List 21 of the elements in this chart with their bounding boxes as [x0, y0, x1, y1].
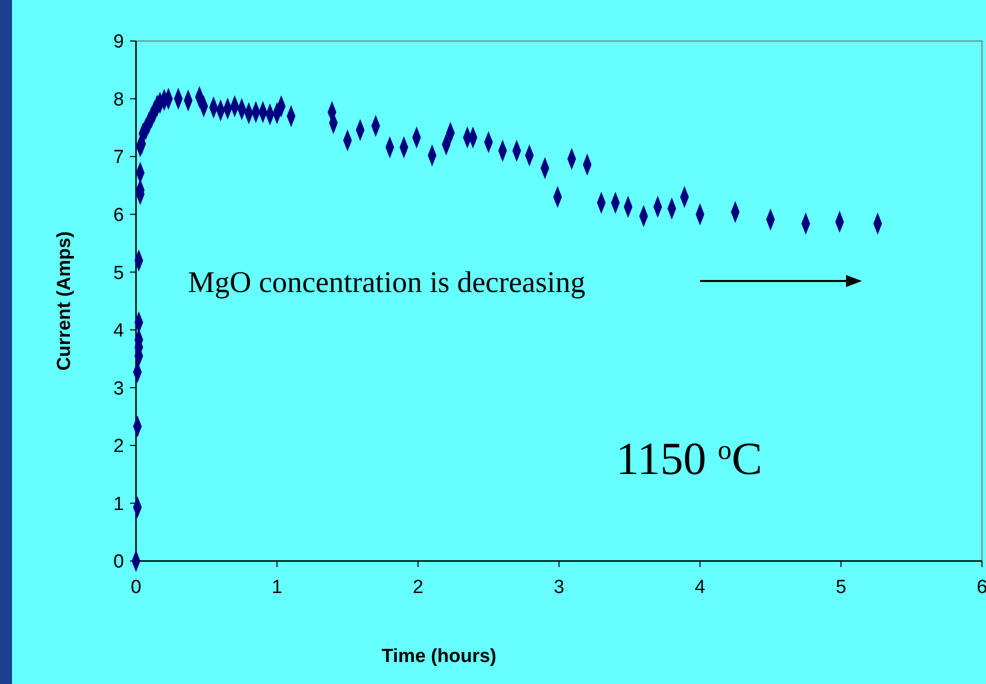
x-tick-label: 0: [130, 577, 142, 598]
y-tick-label: 4: [113, 320, 124, 342]
x-tick-label: 1: [272, 577, 282, 598]
x-axis-title: Time (hours): [382, 646, 496, 667]
x-tick-label: 5: [836, 577, 846, 598]
y-tick-label: 9: [113, 32, 124, 53]
y-tick-label: 0: [113, 552, 124, 573]
y-tick-label: 7: [113, 147, 124, 168]
x-tick-label: 2: [412, 577, 424, 598]
x-tick-label: 3: [554, 577, 564, 598]
x-tick-label: 6: [976, 577, 986, 598]
annotation: 1150 $^{o}$C: [616, 433, 762, 484]
y-tick-label: 5: [113, 262, 124, 284]
annotation: MgO concentration is decreasing: [188, 266, 586, 299]
y-tick-label: 1: [113, 494, 124, 515]
y-tick-label: 8: [113, 89, 124, 110]
y-axis-title: Current (Amps): [54, 231, 75, 371]
y-tick-label: 2: [113, 436, 124, 458]
x-tick-label: 4: [694, 577, 706, 598]
y-tick-label: 6: [113, 204, 124, 226]
y-tick-label: 3: [113, 378, 124, 400]
